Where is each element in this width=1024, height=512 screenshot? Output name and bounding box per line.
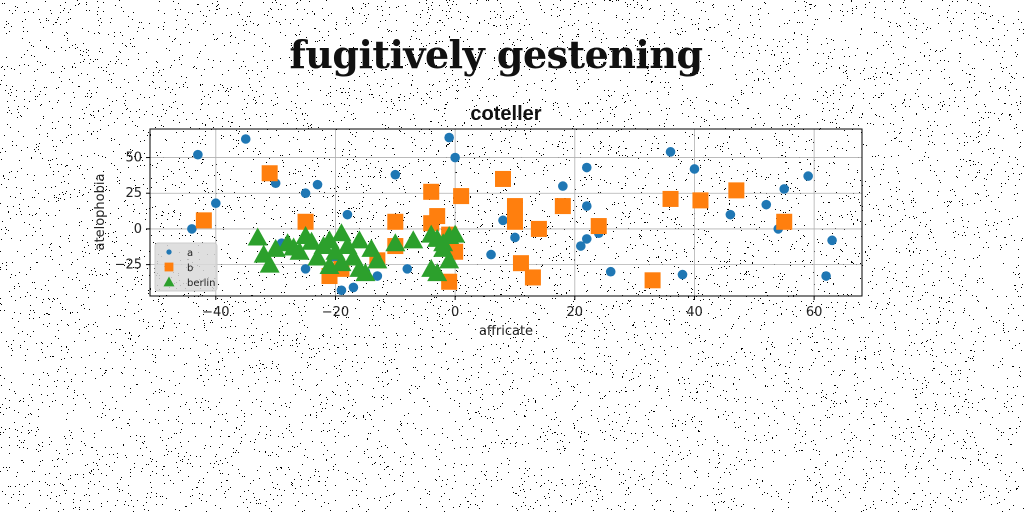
y-tick-label: −25 (115, 258, 142, 273)
data-points (187, 132, 837, 296)
point-a (581, 234, 592, 244)
point-a (821, 271, 831, 281)
x-tick-label: 0 (451, 305, 459, 320)
point-b (530, 220, 547, 237)
legend-marker-a (166, 249, 172, 255)
point-a (605, 266, 616, 277)
point-a (240, 134, 251, 144)
point-a (402, 264, 413, 274)
point-a (193, 149, 203, 160)
point-b (692, 192, 709, 209)
point-a (779, 184, 790, 194)
point-a (581, 162, 592, 173)
point-b (512, 255, 529, 272)
point-b (524, 269, 541, 286)
point-berlin (355, 263, 376, 282)
legend: ab berlin (154, 242, 218, 292)
legend-marker-b (164, 262, 174, 272)
point-berlin (301, 231, 322, 250)
point-a (510, 232, 520, 243)
point-berlin (331, 253, 352, 272)
point-berlin (427, 263, 448, 282)
point-berlin (349, 230, 370, 249)
point-b (506, 213, 523, 230)
point-a (300, 264, 311, 274)
point-b (554, 198, 571, 215)
axis-ticks: −40 −20 0 20 40 60 −25 0 25 50 (115, 151, 823, 320)
point-a (211, 198, 221, 209)
legend-label-a: a (187, 248, 193, 259)
point-b (261, 165, 278, 182)
point-a (187, 224, 197, 234)
point-berlin (265, 238, 286, 257)
point-berlin (433, 233, 454, 252)
legend-marker-berlin (163, 276, 175, 287)
x-tick-label: −40 (202, 305, 229, 320)
point-a (558, 181, 568, 191)
grid-lines (150, 129, 862, 296)
point-a (336, 285, 347, 296)
point-a (372, 271, 383, 281)
point-b (728, 182, 745, 199)
legend-label-berlin: berlin (187, 278, 216, 289)
y-tick-label: 25 (125, 186, 142, 201)
x-tick-label: 20 (567, 305, 584, 320)
y-tick-label: 0 (134, 222, 142, 237)
point-b (644, 272, 661, 289)
point-b (506, 198, 523, 215)
point-a (803, 171, 813, 181)
point-berlin (331, 223, 352, 242)
point-a (689, 164, 700, 174)
y-axis-label: atelophobia (93, 174, 108, 251)
point-b (453, 188, 470, 205)
point-berlin (307, 247, 328, 266)
point-a (665, 147, 676, 157)
x-tick-label: −20 (322, 305, 349, 320)
point-berlin (403, 230, 424, 249)
page-title: fugitively gestening (289, 32, 703, 77)
point-berlin (289, 241, 310, 260)
point-a (575, 241, 586, 251)
point-b (776, 213, 793, 230)
point-b (429, 208, 446, 225)
point-b (297, 213, 314, 230)
point-a (390, 169, 401, 180)
point-berlin (247, 227, 268, 246)
plot-frame (149, 128, 863, 297)
point-a (761, 199, 772, 210)
legend-box (154, 242, 218, 292)
point-b (590, 218, 607, 235)
point-a (486, 249, 496, 260)
x-tick-label: 60 (806, 305, 823, 320)
point-a (827, 235, 837, 246)
point-berlin (439, 250, 460, 269)
point-a (312, 179, 323, 190)
point-a (450, 152, 460, 163)
point-b (195, 212, 212, 229)
x-tick-label: 40 (686, 305, 703, 320)
point-berlin (445, 224, 466, 243)
point-a (725, 209, 736, 220)
point-berlin (367, 250, 388, 269)
point-a (342, 209, 353, 220)
point-a (677, 269, 688, 280)
point-b (662, 190, 679, 207)
point-b (495, 170, 512, 187)
point-b (387, 213, 404, 230)
point-a (348, 282, 359, 293)
x-axis-label: affricate (479, 324, 533, 339)
point-berlin (385, 233, 406, 252)
point-a (581, 201, 592, 211)
legend-label-b: b (187, 263, 193, 274)
point-b (423, 183, 440, 200)
y-tick-label: 50 (125, 151, 142, 166)
chart-title: coteller (470, 103, 541, 125)
point-berlin (259, 254, 280, 273)
point-a (498, 215, 508, 226)
point-a (444, 132, 454, 143)
point-a (300, 188, 311, 199)
